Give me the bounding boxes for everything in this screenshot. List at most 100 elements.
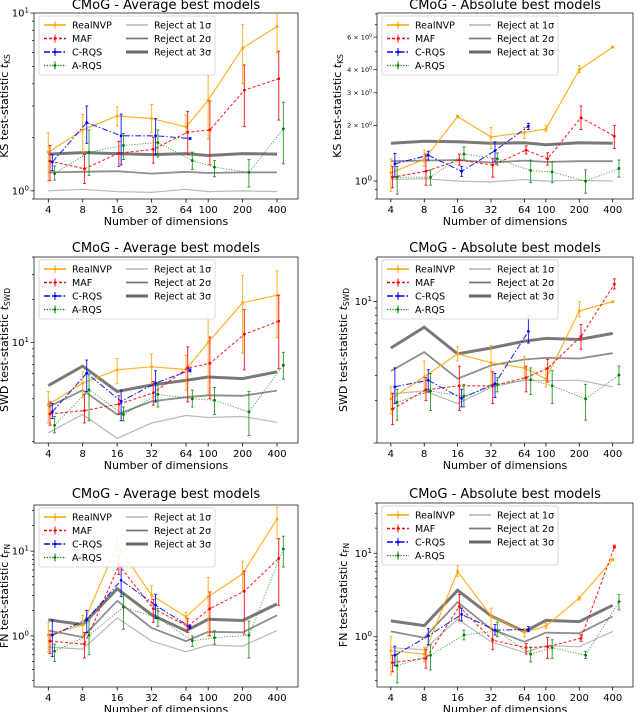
legend-item-reject-1sigma: Reject at 1σ [126,21,211,32]
data-point [391,661,394,665]
legend-label: A-RQS [72,305,102,316]
legend-item-maf: MAF [387,278,435,289]
legend-label: Reject at 1σ [154,21,211,32]
data-point [50,160,54,164]
reject-line-1sigma [390,379,613,405]
data-point [186,366,190,370]
legend-marker [53,529,57,532]
x-tick-label: 100 [536,449,555,460]
legend-item-a-rqs: A-RQS [44,553,102,564]
data-point [462,633,466,637]
reject-line-2sigma [390,351,613,380]
legend-marker [53,50,57,54]
data-point [208,607,212,611]
x-tick-label: 64 [180,205,193,216]
legend-label: Reject at 2σ [154,526,211,537]
data-point [85,371,89,375]
legend-item-a-rqs: A-RQS [44,305,102,316]
legend-label: RealNVP [415,21,455,32]
data-point [529,378,533,382]
data-point [612,282,616,286]
series-a-rqs [395,365,621,421]
chart-title: CMoG - Absolute best models [409,0,601,13]
data-point [122,144,125,147]
legend-label: MAF [72,278,92,289]
x-tick-label: 100 [536,693,555,704]
data-point [156,392,160,396]
legend-marker [396,308,400,311]
data-point [87,150,91,154]
legend-label: MAF [415,278,435,289]
data-point [546,367,550,370]
legend-label: RealNVP [72,265,112,276]
series-maf [48,538,281,659]
data-point [156,141,160,144]
data-point [546,157,550,161]
x-tick-label: 64 [518,449,531,460]
reject-line-3sigma [48,151,278,158]
tick-base: 10 [355,549,368,560]
series-c-rqs [393,122,530,178]
data-point [546,645,550,649]
chart-title: CMoG - Average best models [72,0,261,13]
legend-label: Reject at 1σ [154,513,211,524]
x-tick-label: 8 [421,449,427,460]
legend-label: Reject at 3σ [154,48,211,59]
data-point [579,636,583,640]
tick-base: 10 [12,9,25,20]
x-tick-label: 400 [603,205,622,216]
legend-label: RealNVP [72,21,112,32]
ylabel-var: t [337,552,350,557]
x-tick-label: 16 [111,449,124,460]
legend-item-reject-2sigma: Reject at 2σ [126,526,211,537]
legend-marker [396,513,400,517]
series-maf [48,50,281,184]
plot-area [389,544,621,684]
data-point [611,558,615,561]
y-tick-label: 101 [12,545,29,558]
data-point [275,25,279,28]
x-tick-label: 16 [451,205,464,216]
data-point [524,646,528,650]
data-point [577,309,581,313]
legend-label: Reject at 1σ [154,265,211,276]
series-line [47,294,278,406]
legend-label: RealNVP [415,265,455,276]
x-axis-label: Number of dimensions [104,215,229,228]
data-point [550,384,554,388]
plot-area [46,13,285,194]
legend-item-reject-3sigma: Reject at 3σ [126,48,211,59]
data-point [81,623,85,627]
legend-item-maf: MAF [44,34,92,45]
legend-marker [396,267,400,271]
data-point [83,167,86,171]
subplot-3: CMoG - Average best models 4 8 16 32 64 100 200… [0,241,299,472]
series-realnvp [389,300,615,415]
reject-line-2sigma [390,600,614,643]
data-point [206,340,210,344]
data-point [493,382,497,386]
legend: RealNVP MAF C-RQS A-RQS Reject at 1σ Reject a… [381,505,559,566]
data-point [275,517,279,521]
ylabel-sub: FN [342,543,351,553]
data-point [393,385,397,389]
legend-label: Reject at 2σ [154,278,211,289]
data-point [188,368,192,372]
tick-exponent: 0 [369,121,372,127]
tick-base: 10 [355,297,368,308]
series-maf [391,544,616,673]
tick-base: 10 [12,631,25,642]
tick-base: 4 × 10 [347,66,369,74]
data-point [242,88,246,92]
data-point [612,134,616,138]
series-line [49,320,279,415]
data-point [550,646,554,650]
x-tick-label: 32 [145,693,158,704]
series-line [394,125,529,172]
x-tick-label: 32 [485,693,498,704]
x-axis-label: Number of dimensions [443,703,568,712]
legend-item-a-rqs: A-RQS [387,61,445,72]
data-point [579,334,583,338]
